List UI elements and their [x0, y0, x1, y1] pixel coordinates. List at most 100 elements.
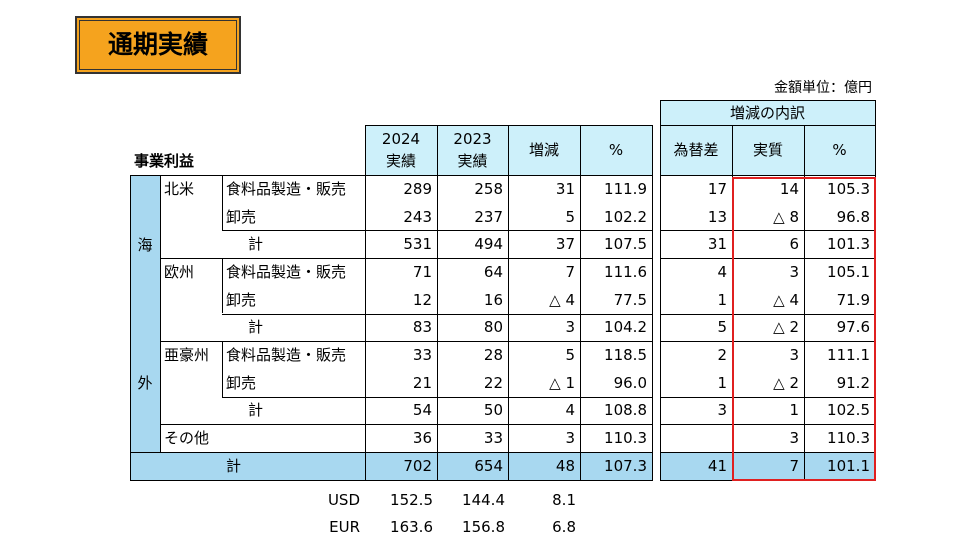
rule [160, 258, 653, 260]
total-row [130, 452, 652, 480]
cell-value: 3 [565, 429, 575, 448]
cell-value: 50 [483, 401, 503, 420]
region-label: 北米 [164, 179, 195, 198]
total-label: 計 [226, 456, 242, 475]
cell-value: 77.5 [613, 290, 647, 309]
cell-value: △ 1 [549, 373, 575, 392]
cell-value: 71 [412, 262, 432, 281]
cell-value: 118.5 [604, 346, 647, 365]
cell-value: 96.8 [836, 207, 870, 226]
cell-value: 110.3 [827, 429, 870, 448]
cell-value: 13 [707, 207, 727, 226]
region-label: 欧州 [164, 262, 195, 281]
segment-label: 卸売 [226, 207, 257, 226]
cell-value: 14 [779, 179, 799, 198]
cell-value: 4 [565, 401, 575, 420]
segment-label: 計 [248, 318, 264, 337]
segment-label: 食料品製造・販売 [226, 346, 347, 365]
cell-value: 7 [565, 262, 575, 281]
cell-value: 37 [555, 235, 575, 254]
cell-value: △ 2 [773, 373, 799, 392]
side-band [130, 175, 160, 452]
cell-value: 48 [555, 456, 575, 475]
cell-value: 3 [789, 429, 799, 448]
side-label: 外 [137, 374, 153, 392]
rule [222, 175, 223, 231]
region-label: 亜豪州 [164, 346, 210, 365]
rule [222, 313, 653, 315]
column-header: 為替差 [673, 141, 719, 159]
fx-value: 144.4 [462, 491, 505, 509]
cell-value: 107.3 [604, 456, 647, 475]
cell-value: 702 [403, 456, 432, 475]
fx-value: 163.6 [390, 518, 433, 536]
cell-value: 102.2 [604, 207, 647, 226]
fx-value: 6.8 [552, 518, 576, 536]
cell-value: 110.3 [604, 429, 647, 448]
rule [437, 125, 438, 480]
cell-value: 36 [412, 429, 432, 448]
currency-label: EUR [329, 518, 360, 536]
fx-value: 152.5 [390, 491, 433, 509]
segment-label: 卸売 [226, 373, 257, 392]
cell-value: 1 [717, 290, 727, 309]
rule [160, 341, 653, 343]
cell-value: 6 [789, 235, 799, 254]
column-header: 2023 [453, 130, 492, 148]
rule [130, 175, 131, 480]
cell-value: 33 [412, 346, 432, 365]
rule [660, 100, 661, 480]
rule [222, 396, 653, 398]
column-header: 実績 [385, 152, 416, 170]
segment-label: 食料品製造・販売 [226, 179, 347, 198]
cell-value: 91.2 [836, 373, 870, 392]
column-header: % [608, 141, 624, 159]
cell-value: 111.6 [604, 262, 647, 281]
cell-value: 531 [403, 235, 432, 254]
cell-value: 5 [565, 346, 575, 365]
cell-value: 1 [789, 401, 799, 420]
fx-value: 156.8 [462, 518, 505, 536]
cell-value: 101.1 [827, 456, 870, 475]
cell-value: 494 [474, 235, 503, 254]
segment-label: 卸売 [226, 290, 257, 309]
region-label: その他 [164, 429, 210, 448]
rule [222, 341, 223, 397]
cell-value: 105.3 [827, 179, 870, 198]
column-header: % [832, 141, 847, 159]
cell-value: 105.1 [827, 262, 870, 281]
cell-value: 1 [717, 373, 727, 392]
column-header: 増減 [528, 141, 559, 159]
title-box: 通期実績 [75, 16, 241, 74]
cell-value: 4 [717, 262, 727, 281]
rule [130, 479, 653, 481]
section-label: 事業利益 [134, 152, 195, 170]
rule [660, 424, 876, 426]
cell-value: 28 [483, 346, 503, 365]
cell-value: 21 [412, 373, 432, 392]
highlight-box [732, 177, 876, 481]
cell-value: 243 [403, 207, 432, 226]
rule [508, 125, 509, 480]
rule [130, 452, 653, 453]
cell-value: 96.0 [613, 373, 647, 392]
rule [660, 313, 876, 315]
cell-value: 104.2 [604, 318, 647, 337]
cell-value: △ 8 [773, 207, 799, 226]
cell-value: 12 [412, 290, 432, 309]
column-header: 実質 [752, 141, 783, 159]
cell-value: 102.5 [827, 401, 870, 420]
rule [804, 125, 805, 480]
cell-value: △ 4 [549, 290, 575, 309]
cell-value: 22 [483, 373, 503, 392]
total-row [660, 452, 875, 480]
cell-value: 108.8 [604, 401, 647, 420]
cell-value: 97.6 [836, 318, 870, 337]
cell-value: 107.5 [604, 235, 647, 254]
rule [660, 341, 876, 343]
segment-label: 計 [248, 401, 264, 420]
cell-value: △ 2 [773, 318, 799, 337]
rule [365, 125, 366, 480]
cell-value: 54 [412, 401, 432, 420]
